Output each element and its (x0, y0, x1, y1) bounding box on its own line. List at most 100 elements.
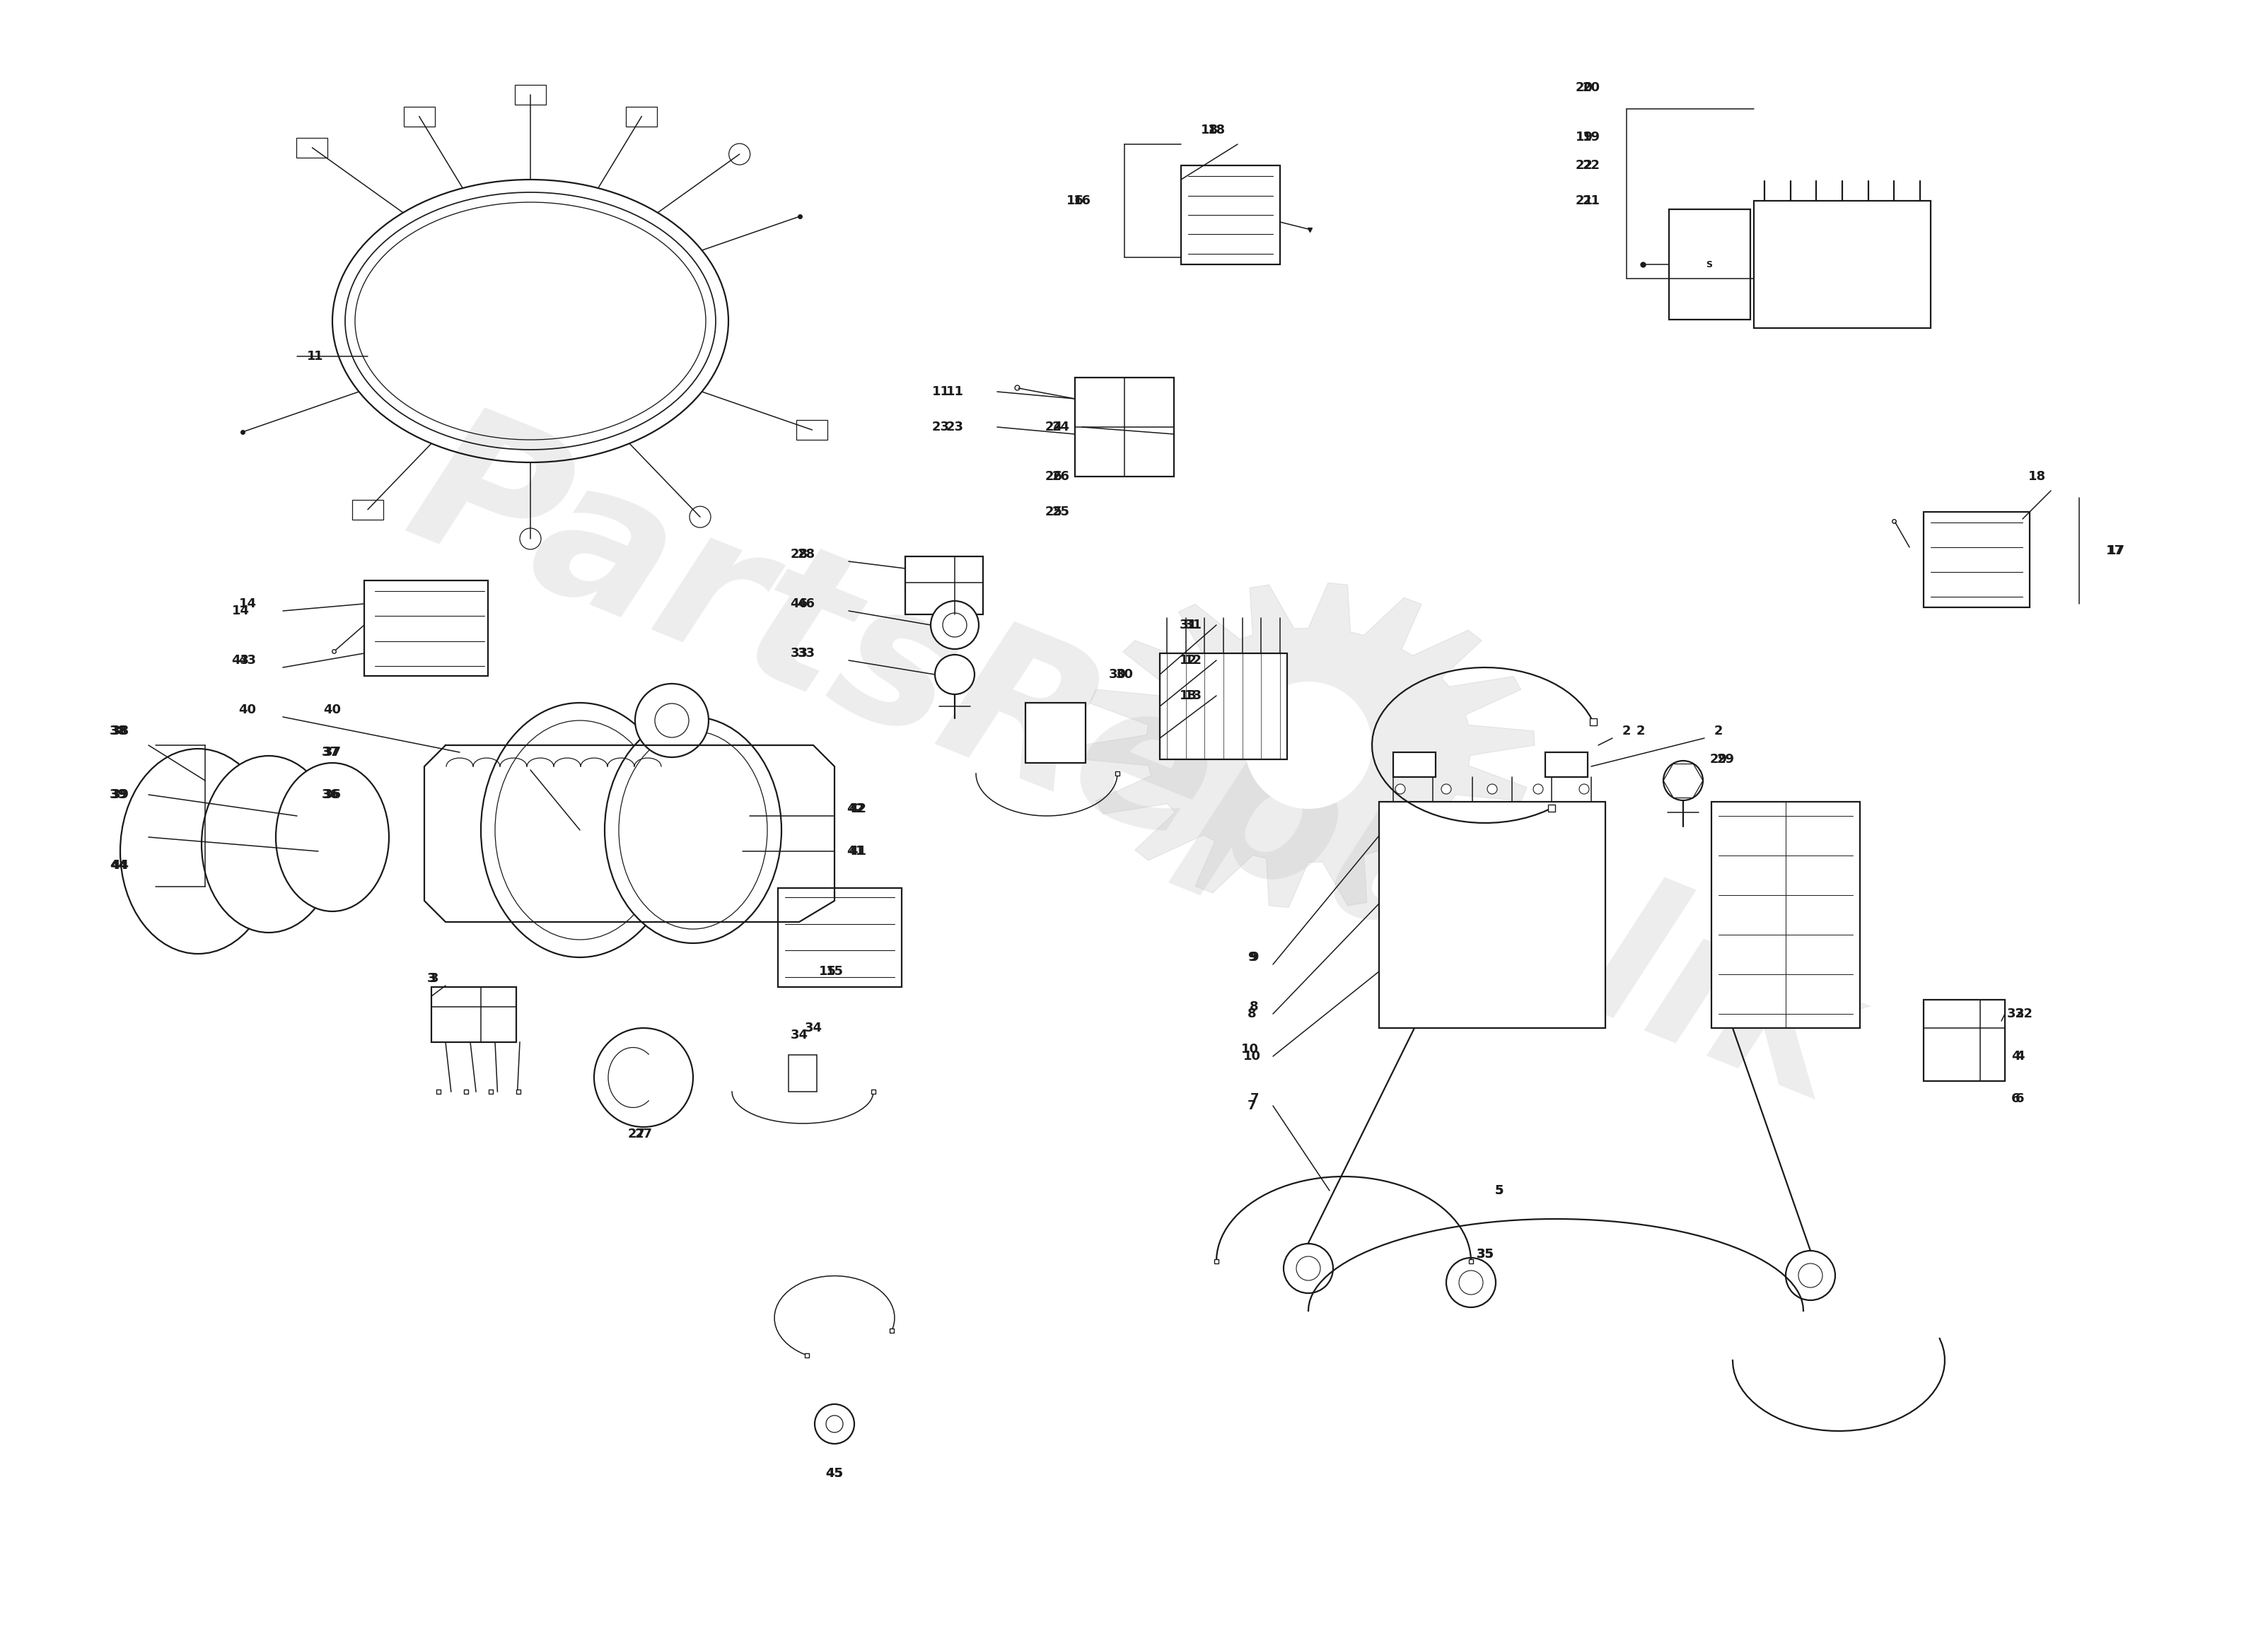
Text: 10: 10 (1243, 1051, 1261, 1062)
Text: 42: 42 (846, 803, 864, 814)
Ellipse shape (277, 762, 388, 911)
Text: 11: 11 (946, 386, 964, 397)
Text: 9: 9 (1247, 951, 1256, 964)
Text: 46: 46 (798, 598, 814, 611)
Text: 6: 6 (2012, 1093, 2021, 1104)
FancyBboxPatch shape (1669, 209, 1751, 319)
Text: 1: 1 (313, 350, 322, 363)
Text: 39: 39 (109, 788, 127, 801)
Text: 3: 3 (429, 973, 438, 986)
Text: 41: 41 (848, 845, 866, 857)
FancyBboxPatch shape (404, 106, 435, 127)
Text: 31: 31 (1184, 619, 1202, 632)
Text: 16: 16 (1066, 194, 1084, 207)
Circle shape (1440, 784, 1452, 793)
Circle shape (635, 684, 708, 757)
Text: 23: 23 (946, 420, 964, 433)
Text: 41: 41 (846, 845, 864, 857)
Text: 40: 40 (238, 704, 256, 717)
FancyBboxPatch shape (365, 580, 488, 676)
Text: 22: 22 (1583, 160, 1599, 171)
Text: 14: 14 (238, 598, 256, 611)
Text: 17: 17 (2107, 544, 2125, 557)
Text: 40: 40 (324, 704, 340, 717)
Circle shape (1785, 1251, 1835, 1300)
Text: 30: 30 (1116, 668, 1134, 681)
Circle shape (689, 507, 710, 528)
FancyBboxPatch shape (1182, 166, 1279, 264)
Text: 36: 36 (322, 788, 340, 801)
Text: 11: 11 (932, 386, 950, 397)
Text: 4: 4 (2016, 1051, 2025, 1062)
Text: 9: 9 (1250, 951, 1259, 964)
Circle shape (1662, 761, 1703, 800)
Text: 20: 20 (1583, 81, 1599, 94)
Circle shape (1533, 784, 1542, 793)
Text: 26: 26 (1046, 471, 1064, 482)
Text: 10: 10 (1241, 1043, 1259, 1056)
Text: 25: 25 (1052, 505, 1070, 518)
Text: 33: 33 (789, 647, 807, 660)
Circle shape (1297, 1256, 1320, 1280)
Ellipse shape (120, 749, 277, 955)
Circle shape (1284, 1243, 1334, 1293)
Ellipse shape (619, 731, 767, 929)
Text: 17: 17 (2105, 544, 2123, 557)
Circle shape (1579, 784, 1590, 793)
Circle shape (826, 1416, 844, 1432)
Text: 28: 28 (798, 547, 814, 560)
Text: 13: 13 (1179, 689, 1198, 702)
Text: 15: 15 (819, 964, 837, 977)
Text: 43: 43 (231, 653, 249, 666)
FancyBboxPatch shape (515, 85, 547, 104)
Text: 45: 45 (826, 1468, 844, 1479)
Text: 32: 32 (2007, 1007, 2025, 1020)
FancyBboxPatch shape (1753, 200, 1930, 327)
Text: 18: 18 (1200, 124, 1218, 137)
Text: PartsRepublik: PartsRepublik (386, 391, 1878, 1142)
Text: 7: 7 (1250, 1093, 1259, 1104)
Text: 13: 13 (1184, 689, 1202, 702)
FancyBboxPatch shape (796, 420, 828, 440)
Circle shape (814, 1404, 855, 1443)
Polygon shape (1082, 583, 1535, 907)
Text: 43: 43 (238, 653, 256, 666)
Ellipse shape (481, 702, 678, 958)
Circle shape (1395, 784, 1406, 793)
FancyBboxPatch shape (1025, 702, 1086, 762)
Text: 45: 45 (826, 1468, 844, 1479)
Text: 5: 5 (1495, 1184, 1504, 1197)
Text: 1: 1 (306, 350, 315, 363)
Text: 24: 24 (1046, 420, 1064, 433)
Text: S: S (1706, 261, 1712, 269)
FancyBboxPatch shape (905, 557, 982, 614)
Text: 21: 21 (1583, 194, 1599, 207)
Text: 19: 19 (1583, 130, 1599, 143)
Text: 29: 29 (1710, 753, 1728, 766)
Text: 15: 15 (826, 964, 844, 977)
Text: 38: 38 (111, 725, 129, 738)
Text: 16: 16 (1073, 194, 1091, 207)
Text: 18: 18 (2028, 471, 2046, 482)
Text: 27: 27 (635, 1127, 653, 1140)
Text: 7: 7 (1247, 1100, 1256, 1113)
Text: 28: 28 (789, 547, 807, 560)
Text: 12: 12 (1184, 653, 1202, 666)
Text: 29: 29 (1717, 753, 1735, 766)
FancyBboxPatch shape (1379, 801, 1606, 1028)
Text: 4: 4 (2012, 1051, 2021, 1062)
Circle shape (728, 143, 751, 165)
Text: 5: 5 (1495, 1184, 1504, 1197)
Circle shape (655, 704, 689, 738)
Text: 33: 33 (798, 647, 814, 660)
Text: 2: 2 (1622, 725, 1631, 738)
FancyBboxPatch shape (1923, 1000, 2005, 1082)
Text: 2: 2 (1715, 725, 1724, 738)
FancyBboxPatch shape (1393, 753, 1436, 777)
Text: 20: 20 (1576, 81, 1592, 94)
FancyBboxPatch shape (1075, 378, 1175, 477)
Text: 24: 24 (1052, 420, 1070, 433)
Circle shape (594, 1028, 694, 1127)
Text: 14: 14 (231, 604, 249, 617)
Text: 35: 35 (1476, 1248, 1495, 1261)
